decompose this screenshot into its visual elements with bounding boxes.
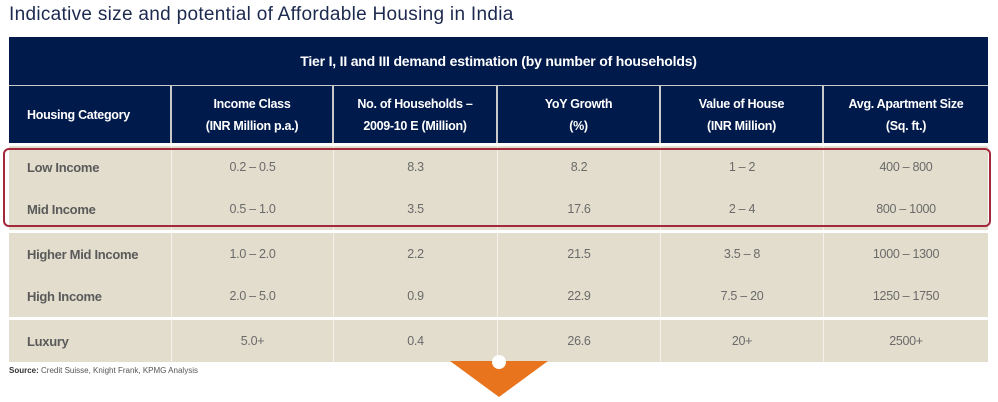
header-sublabel: (Sq. ft.) <box>885 118 927 133</box>
cell-households: 0.9 <box>334 275 498 317</box>
cell-house-value: 3.5 – 8 <box>661 233 824 275</box>
table-band-title: Tier I, II and III demand estimation (by… <box>9 37 988 86</box>
header-income-class: Income Class (INR Million p.a.) <box>172 86 334 143</box>
source-note: Source: Credit Suisse, Knight Frank, KPM… <box>9 366 198 375</box>
cell-yoy-growth: 21.5 <box>498 233 661 275</box>
header-yoy-growth: YoY Growth (%) <box>498 86 661 143</box>
cell-house-value: 20+ <box>661 320 824 362</box>
cell-income-class: 2.0 – 5.0 <box>172 275 334 317</box>
demand-estimation-table: Tier I, II and III demand estimation (by… <box>9 37 988 362</box>
cell-apartment-size: 1000 – 1300 <box>872 247 940 261</box>
cell-category: Mid Income <box>9 188 172 230</box>
row-group-affordable: Low Income 0.2 – 0.5 8.3 8.2 1 – 2 400 –… <box>9 146 988 230</box>
header-house-value: Value of House (INR Million) <box>661 86 824 143</box>
cell-income-class: 0.2 – 0.5 <box>172 146 334 188</box>
source-text: Credit Suisse, Knight Frank, KPMG Analys… <box>38 366 198 375</box>
table-header-row: Housing Category Income Class (INR Millio… <box>9 86 988 143</box>
cell-yoy-growth: 17.6 <box>498 188 661 230</box>
cell-house-value: 1 – 2 <box>661 146 824 188</box>
table-row: Luxury 5.0+ 0.4 26.6 20+ 2500+ <box>9 320 988 362</box>
table-row: Mid Income 0.5 – 1.0 3.5 17.6 2 – 4 800 … <box>9 188 988 230</box>
page-title: Indicative size and potential of Afforda… <box>9 4 514 25</box>
cell-yoy-growth: 22.9 <box>498 275 661 317</box>
header-label: YoY Growth <box>544 96 613 111</box>
source-label: Source: <box>9 366 39 375</box>
cell-income-class: 0.5 – 1.0 <box>172 188 334 230</box>
cell-category: Higher Mid Income <box>9 233 172 275</box>
table-row: High Income 2.0 – 5.0 0.9 22.9 7.5 – 20 … <box>9 275 988 317</box>
header-label: Income Class <box>213 96 291 111</box>
header-sublabel: (INR Million) <box>706 118 776 133</box>
header-sublabel: (%) <box>569 118 588 133</box>
cell-category: Luxury <box>9 320 172 362</box>
cell-house-value: 7.5 – 20 <box>661 275 824 317</box>
header-sublabel: (INR Million p.a.) <box>205 118 299 133</box>
row-group-upper: Higher Mid Income 1.0 – 2.0 2.2 21.5 3.5… <box>9 233 988 317</box>
cell-apartment-size: 800 – 1000 <box>876 202 936 216</box>
cell-yoy-growth: 8.2 <box>498 146 661 188</box>
header-apartment-size: Avg. Apartment Size (Sq. ft.) <box>824 86 988 143</box>
header-label: Value of House <box>698 96 785 111</box>
table-row: Higher Mid Income 1.0 – 2.0 2.2 21.5 3.5… <box>9 233 988 275</box>
table-row: Low Income 0.2 – 0.5 8.3 8.2 1 – 2 400 –… <box>9 146 988 188</box>
header-households: No. of Households – 2009-10 E (Million) <box>334 86 498 143</box>
cell-category: Low Income <box>9 146 172 188</box>
cell-apartment-size: 1250 – 1750 <box>872 289 940 303</box>
cell-households: 2.2 <box>334 233 498 275</box>
cell-households: 0.4 <box>334 320 498 362</box>
header-label: Housing Category <box>27 107 130 122</box>
cell-apartment-size: 400 – 800 <box>879 160 933 174</box>
header-housing-category: Housing Category <box>9 86 172 143</box>
cell-income-class: 1.0 – 2.0 <box>172 233 334 275</box>
cell-apartment-size: 2500+ <box>889 334 923 348</box>
cell-category: High Income <box>9 275 172 317</box>
arrow-notch <box>492 355 506 369</box>
cell-households: 3.5 <box>334 188 498 230</box>
cell-house-value: 2 – 4 <box>661 188 824 230</box>
cell-households: 8.3 <box>334 146 498 188</box>
header-label: No. of Households – <box>357 96 473 111</box>
cell-income-class: 5.0+ <box>172 320 334 362</box>
cell-yoy-growth: 26.6 <box>498 320 661 362</box>
header-label: Avg. Apartment Size <box>848 96 964 111</box>
header-sublabel: 2009-10 E (Million) <box>363 118 467 133</box>
